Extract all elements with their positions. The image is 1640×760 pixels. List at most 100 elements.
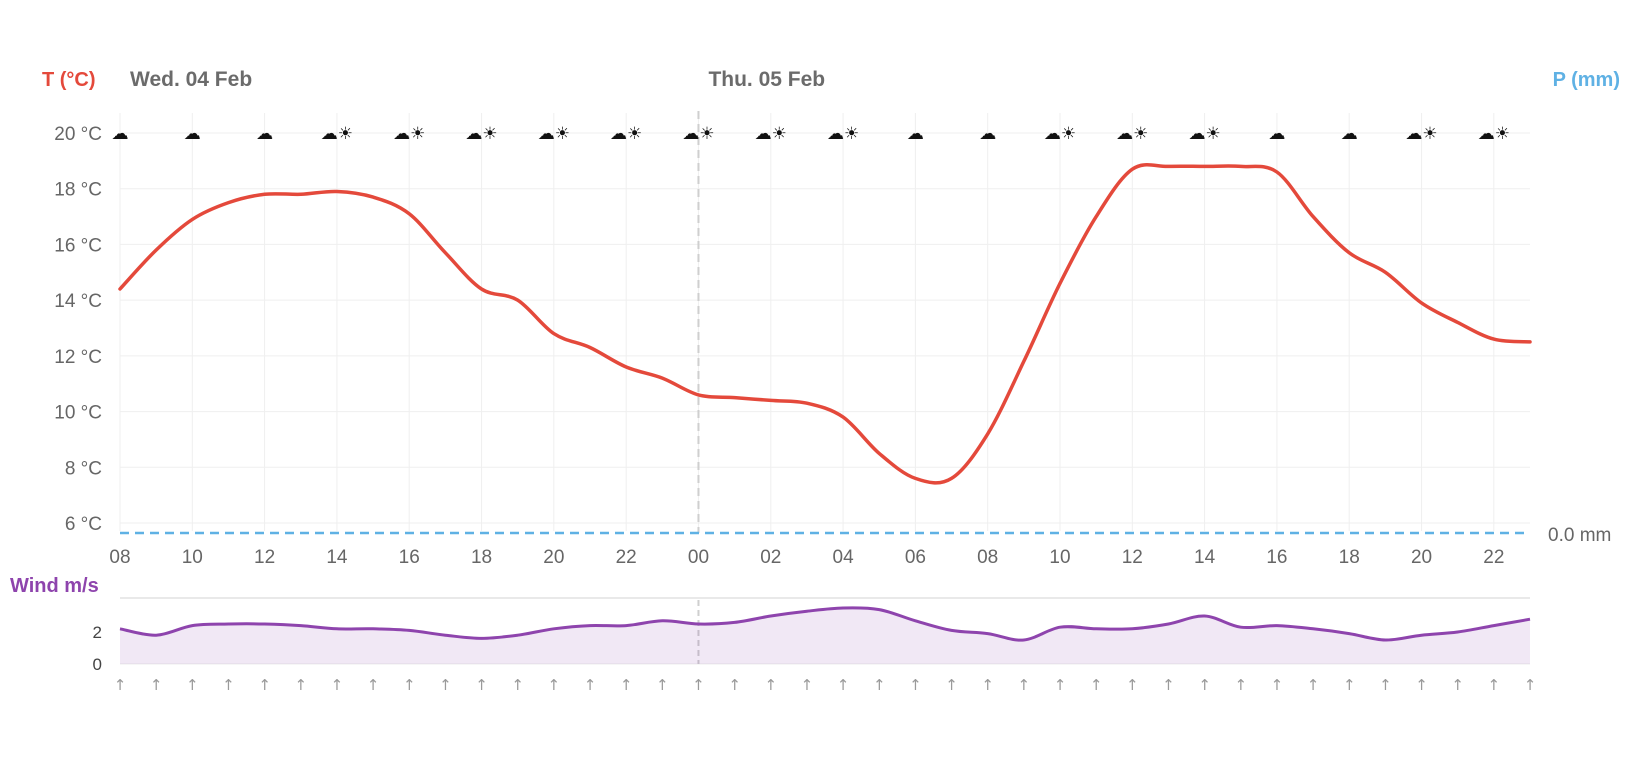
wind-direction-arrow: ↑ xyxy=(475,676,488,694)
day-label: Thu. 05 Feb xyxy=(708,68,825,91)
wind-direction-arrow: ↑ xyxy=(656,676,669,694)
precipitation-value-label: 0.0 mm xyxy=(1548,525,1611,546)
weather-icon: ☁☀ xyxy=(1405,124,1437,144)
wind-y-tick: 0 xyxy=(93,655,102,674)
wind-direction-arrow: ↑ xyxy=(1234,676,1247,694)
x-tick: 12 xyxy=(254,547,275,568)
x-tick: 10 xyxy=(1049,547,1070,568)
grid xyxy=(119,111,1530,665)
day-labels: Wed. 04 Feb Thu. 05 Feb xyxy=(130,68,825,91)
x-tick: 10 xyxy=(182,547,203,568)
wind-axis-title: Wind m/s xyxy=(10,575,99,597)
wind-direction-arrow: ↑ xyxy=(620,676,633,694)
wind-line xyxy=(119,606,1531,642)
wind-direction-arrow: ↑ xyxy=(1198,676,1211,694)
temperature-y-tick: 12 °C xyxy=(54,347,102,368)
wind-direction-arrow: ↑ xyxy=(1126,676,1139,694)
wind-direction-arrow: ↑ xyxy=(511,676,524,694)
temperature-y-tick: 20 °C xyxy=(54,124,102,145)
x-tick: 06 xyxy=(905,547,926,568)
x-tick: 08 xyxy=(977,547,998,568)
temperature-y-ticks: 20 °C 18 °C 16 °C 14 °C 12 °C 10 °C 8 °C 6 °C xyxy=(54,124,102,535)
wind-direction-arrow: ↑ xyxy=(909,676,922,694)
weather-icon: ☁☀ xyxy=(827,124,859,144)
x-tick: 20 xyxy=(1411,547,1432,568)
wind-direction-arrow: ↑ xyxy=(294,676,307,694)
x-tick: 02 xyxy=(760,547,781,568)
wind-direction-arrow: ↑ xyxy=(873,676,886,694)
wind-direction-arrow: ↑ xyxy=(1524,676,1537,694)
weather-icon: ☁☀ xyxy=(682,124,714,144)
wind-direction-arrow: ↑ xyxy=(367,676,380,694)
wind-direction-arrow: ↑ xyxy=(1054,676,1067,694)
wind-direction-arrow: ↑ xyxy=(1162,676,1175,694)
wind-direction-arrow: ↑ xyxy=(258,676,271,694)
wind-direction-arrow: ↑ xyxy=(1379,676,1392,694)
wind-direction-arrow: ↑ xyxy=(150,676,163,694)
wind-direction-arrow: ↑ xyxy=(1488,676,1501,694)
weather-icon: ☁☀ xyxy=(465,124,497,144)
weather-icon: ☁☀ xyxy=(321,124,353,144)
wind-direction-arrow: ↑ xyxy=(1090,676,1103,694)
wind-direction-arrows: ↑ ↑ ↑ ↑ ↑ ↑ ↑ ↑ ↑ ↑ ↑ ↑ ↑ ↑ ↑ ↑ ↑ ↑ ↑ ↑ ↑ ↑ ↑ ↑ ↑ ↑ ↑ ↑ ↑ ↑ ↑ ↑ ↑ ↑ ↑ ↑ ↑ ↑ ↑ ↑ xyxy=(114,676,1537,694)
wind-direction-arrow: ↑ xyxy=(1271,676,1284,694)
weather-icon: ☁☀ xyxy=(610,124,642,144)
wind-direction-arrow: ↑ xyxy=(403,676,416,694)
weather-icon: ☁ xyxy=(184,124,201,144)
wind-direction-arrow: ↑ xyxy=(1451,676,1464,694)
temperature-y-tick: 8 °C xyxy=(65,458,102,479)
temperature-y-tick: 18 °C xyxy=(54,180,102,201)
day-label: Wed. 04 Feb xyxy=(130,68,252,91)
weather-icon: ☁ xyxy=(1268,124,1285,144)
wind-direction-arrow: ↑ xyxy=(764,676,777,694)
x-tick: 08 xyxy=(109,547,130,568)
x-tick: 22 xyxy=(1483,547,1504,568)
wind-direction-arrow: ↑ xyxy=(837,676,850,694)
weather-icon: ☁ xyxy=(907,124,924,144)
wind-direction-arrow: ↑ xyxy=(945,676,958,694)
wind-direction-arrow: ↑ xyxy=(728,676,741,694)
wind-area xyxy=(120,607,1530,664)
wind-direction-arrow: ↑ xyxy=(222,676,235,694)
weather-icon: ☁☀ xyxy=(1116,124,1148,144)
wind-direction-arrow: ↑ xyxy=(1415,676,1428,694)
weather-icon: ☁ xyxy=(256,124,273,144)
temperature-y-tick: 10 °C xyxy=(54,403,102,424)
wind-direction-arrow: ↑ xyxy=(1343,676,1356,694)
weather-icon: ☁ xyxy=(979,124,996,144)
weather-icon: ☁☀ xyxy=(755,124,787,144)
x-tick: 20 xyxy=(543,547,564,568)
wind-direction-arrow: ↑ xyxy=(584,676,597,694)
wind-y-tick: 2 xyxy=(93,623,102,642)
x-tick: 16 xyxy=(1266,547,1287,568)
x-tick: 18 xyxy=(471,547,492,568)
wind-y-ticks: 20 xyxy=(93,623,102,674)
wind-direction-arrow: ↑ xyxy=(801,676,814,694)
weather-icon: ☁☀ xyxy=(1478,124,1510,144)
weather-icon: ☁☀ xyxy=(1188,124,1220,144)
x-tick: 16 xyxy=(399,547,420,568)
wind-direction-arrow: ↑ xyxy=(692,676,705,694)
x-tick: 14 xyxy=(326,547,348,568)
weather-icon: ☁☀ xyxy=(393,124,425,144)
x-tick: 04 xyxy=(833,547,855,568)
x-tick: 18 xyxy=(1339,547,1360,568)
weather-icon: ☁ xyxy=(112,124,129,144)
x-axis-ticks: 08 10 12 14 16 18 20 22 00 02 04 06 08 10 12 14 16 18 20 22 xyxy=(109,547,1504,568)
temperature-y-tick: 6 °C xyxy=(65,514,102,535)
temperature-line xyxy=(118,163,1532,485)
wind-direction-arrow: ↑ xyxy=(114,676,127,694)
wind-direction-arrow: ↑ xyxy=(1307,676,1320,694)
weather-icon: ☁☀ xyxy=(1044,124,1076,144)
wind-direction-arrow: ↑ xyxy=(186,676,199,694)
wind-direction-arrow: ↑ xyxy=(439,676,452,694)
wind-direction-arrow: ↑ xyxy=(548,676,561,694)
weather-icon: ☁ xyxy=(1341,124,1358,144)
x-tick: 00 xyxy=(688,547,709,568)
temperature-y-tick: 16 °C xyxy=(54,235,102,256)
temperature-y-tick: 14 °C xyxy=(54,291,102,312)
precipitation-axis-title: P (mm) xyxy=(1553,69,1620,91)
weather-icon: ☁☀ xyxy=(538,124,570,144)
wind-direction-arrow: ↑ xyxy=(331,676,344,694)
